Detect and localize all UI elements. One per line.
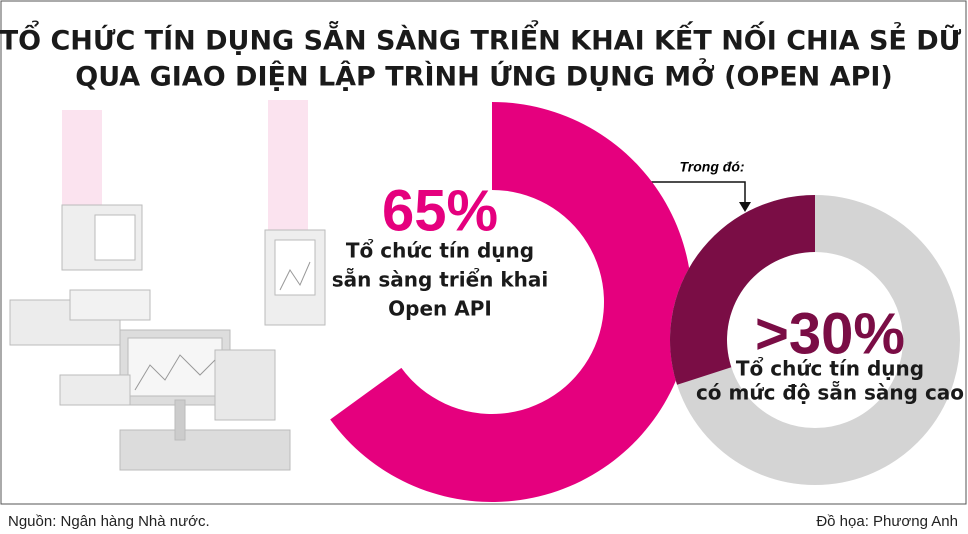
segment-label: có mức độ sẵn sàng cao xyxy=(696,381,964,405)
value-label: >30% xyxy=(755,301,905,366)
title: QUA GIAO DIỆN LẬP TRÌNH ỨNG DỤNG MỞ (OPE… xyxy=(75,57,893,93)
segment-label: Open API xyxy=(388,297,492,321)
segment-label: Tổ chức tín dụng xyxy=(346,239,534,263)
source: Nguồn: Ngân hàng Nhà nước. xyxy=(8,513,210,530)
arrow xyxy=(610,181,746,204)
arrow-head xyxy=(739,202,751,212)
segment-label: sẵn sàng triển khai xyxy=(332,268,548,292)
illustration xyxy=(9,100,326,471)
annotation: Trong đó: xyxy=(679,159,744,175)
segment-label: Tổ chức tín dụng xyxy=(736,357,924,381)
frame xyxy=(0,0,967,505)
donut-segment xyxy=(330,102,693,502)
title: CÁC TỔ CHỨC TÍN DỤNG SẴN SÀNG TRIỂN KHAI… xyxy=(0,19,968,57)
donut-segment xyxy=(670,195,815,385)
credit: Đồ họa: Phương Anh xyxy=(816,513,958,530)
value-label: 65% xyxy=(382,178,498,243)
